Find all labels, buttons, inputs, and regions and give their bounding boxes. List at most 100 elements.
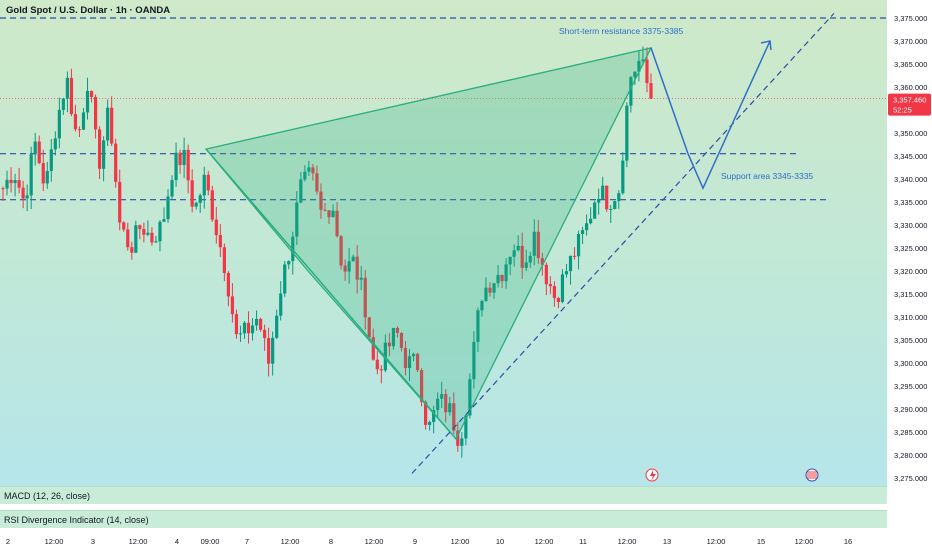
- candle-body[interactable]: [625, 105, 629, 161]
- candle-body[interactable]: [170, 180, 174, 197]
- macd-panel[interactable]: MACD (12, 26, close): [0, 486, 887, 504]
- candle-body[interactable]: [146, 232, 150, 235]
- candle-body[interactable]: [182, 149, 186, 166]
- ascending-trendline[interactable]: [411, 12, 835, 474]
- candle-body[interactable]: [150, 232, 154, 243]
- candle-body[interactable]: [33, 141, 37, 155]
- candle-body[interactable]: [343, 265, 347, 272]
- candle-body[interactable]: [585, 223, 589, 231]
- candle-body[interactable]: [524, 262, 528, 268]
- candle-body[interactable]: [528, 255, 532, 263]
- candle-body[interactable]: [589, 218, 593, 224]
- candle-body[interactable]: [319, 191, 323, 210]
- candle-body[interactable]: [202, 174, 206, 196]
- candle-body[interactable]: [424, 401, 428, 425]
- candle-body[interactable]: [114, 143, 118, 182]
- candle-body[interactable]: [198, 195, 202, 203]
- candle-body[interactable]: [9, 179, 13, 184]
- candle-body[interactable]: [444, 394, 448, 413]
- candle-body[interactable]: [472, 341, 476, 380]
- candle-body[interactable]: [230, 296, 235, 315]
- candle-body[interactable]: [210, 190, 214, 220]
- candle-body[interactable]: [69, 77, 74, 115]
- candle-body[interactable]: [484, 287, 488, 301]
- candle-body[interactable]: [106, 107, 110, 141]
- candle-body[interactable]: [500, 274, 504, 282]
- candle-body[interactable]: [97, 129, 102, 169]
- candle-body[interactable]: [81, 112, 86, 130]
- candle-body[interactable]: [367, 317, 371, 338]
- candle-body[interactable]: [77, 129, 82, 131]
- candle-body[interactable]: [130, 247, 134, 253]
- candle-body[interactable]: [379, 369, 383, 371]
- candle-body[interactable]: [335, 210, 339, 237]
- candle-body[interactable]: [520, 245, 524, 268]
- candle-body[interactable]: [234, 314, 239, 335]
- candle-body[interactable]: [162, 219, 166, 222]
- candle-body[interactable]: [476, 310, 480, 342]
- candle-body[interactable]: [387, 342, 391, 347]
- candle-body[interactable]: [242, 322, 247, 334]
- candle-body[interactable]: [508, 256, 512, 265]
- candle-body[interactable]: [339, 236, 343, 266]
- candle-body[interactable]: [206, 174, 210, 191]
- candle-body[interactable]: [576, 233, 581, 257]
- candle-body[interactable]: [621, 160, 625, 194]
- candle-body[interactable]: [134, 225, 138, 253]
- candle-body[interactable]: [49, 149, 53, 171]
- candle-body[interactable]: [456, 430, 460, 446]
- candle-body[interactable]: [303, 171, 307, 180]
- candle-body[interactable]: [363, 277, 367, 318]
- candle-body[interactable]: [452, 403, 456, 431]
- candle-body[interactable]: [21, 187, 25, 199]
- candle-body[interactable]: [45, 170, 49, 184]
- rsi-panel[interactable]: RSI Divergence Indicator (14, close): [0, 510, 887, 528]
- candle-body[interactable]: [174, 152, 178, 181]
- candle-body[interactable]: [118, 181, 122, 223]
- candle-body[interactable]: [540, 258, 544, 265]
- candle-body[interactable]: [593, 202, 597, 219]
- candle-body[interactable]: [13, 180, 17, 184]
- candle-body[interactable]: [637, 60, 641, 72]
- candle-body[interactable]: [218, 235, 222, 248]
- candle-body[interactable]: [186, 149, 190, 181]
- candle-body[interactable]: [403, 347, 408, 369]
- candle-body[interactable]: [645, 59, 649, 84]
- candle-body[interactable]: [407, 356, 412, 369]
- candle-body[interactable]: [395, 327, 400, 333]
- candle-body[interactable]: [411, 353, 416, 357]
- candle-body[interactable]: [61, 98, 65, 110]
- candle-body[interactable]: [448, 403, 452, 413]
- candle-body[interactable]: [166, 196, 170, 220]
- candle-body[interactable]: [564, 271, 569, 275]
- candle-body[interactable]: [536, 231, 540, 259]
- candle-body[interactable]: [57, 109, 61, 139]
- candle-body[interactable]: [307, 167, 311, 172]
- candle-body[interactable]: [311, 167, 315, 174]
- candle-body[interactable]: [460, 438, 464, 446]
- candle-body[interactable]: [556, 297, 561, 303]
- candle-body[interactable]: [492, 283, 496, 293]
- candle-body[interactable]: [323, 209, 327, 211]
- candle-body[interactable]: [432, 410, 436, 423]
- candle-body[interactable]: [375, 359, 379, 370]
- candle-body[interactable]: [5, 179, 9, 189]
- candle-body[interactable]: [347, 261, 351, 272]
- candle-body[interactable]: [287, 261, 291, 265]
- candle-body[interactable]: [617, 193, 621, 202]
- candle-body[interactable]: [37, 141, 41, 164]
- candle-body[interactable]: [548, 284, 552, 287]
- candle-body[interactable]: [138, 225, 142, 229]
- candle-body[interactable]: [641, 59, 645, 61]
- candle-body[interactable]: [226, 272, 230, 297]
- price-axis[interactable]: [887, 0, 932, 550]
- candle-body[interactable]: [250, 325, 255, 334]
- candle-body[interactable]: [359, 277, 363, 280]
- candle-body[interactable]: [93, 97, 98, 130]
- candle-body[interactable]: [222, 247, 226, 273]
- candle-body[interactable]: [126, 229, 130, 248]
- candle-body[interactable]: [351, 256, 355, 262]
- candle-body[interactable]: [544, 264, 548, 285]
- candle-body[interactable]: [568, 255, 573, 272]
